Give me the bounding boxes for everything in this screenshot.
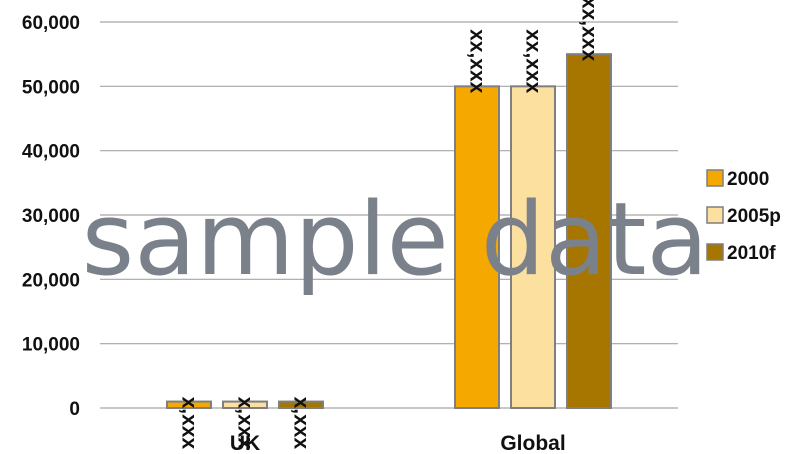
- data-label: xx,xxx: [522, 29, 545, 94]
- y-tick-label: 50,000: [22, 77, 80, 98]
- legend-label: 2010f: [727, 243, 776, 264]
- gridlines: [100, 21, 678, 409]
- bars: x,xxx x,xxx x,xxx xx,xxx xx,xxx xx,xxx: [166, 0, 612, 450]
- x-category-label: UK: [230, 432, 260, 454]
- y-tick-label: 20,000: [22, 270, 80, 291]
- y-tick-label: 0: [69, 399, 80, 420]
- bar-uk-2000: [166, 400, 212, 410]
- legend-swatch: [706, 169, 724, 187]
- legend-label: 2000: [727, 169, 769, 190]
- data-label: xx,xxx: [578, 0, 601, 61]
- legend-swatch: [706, 206, 724, 224]
- y-tick-label: 60,000: [22, 13, 80, 34]
- bar-global-2000: [454, 85, 500, 409]
- x-axis: UK Global: [230, 432, 566, 454]
- data-label: xx,xxx: [466, 29, 489, 94]
- y-tick-label: 30,000: [22, 206, 80, 227]
- legend-swatch: [706, 243, 724, 261]
- y-axis: 0 10,000 20,000 30,000 40,000 50,000 60,000: [22, 13, 80, 420]
- data-label: x,xxx: [234, 397, 257, 450]
- y-tick-label: 10,000: [22, 335, 80, 356]
- data-label: x,xxx: [178, 397, 201, 450]
- data-label: x,xxx: [290, 397, 313, 450]
- bar-global-2005p: [510, 85, 556, 409]
- bar-uk-2010f: [278, 400, 324, 410]
- bar-global-2010f: [566, 53, 612, 410]
- y-tick-label: 40,000: [22, 142, 80, 163]
- legend: 2000 2005p 2010f: [706, 169, 781, 264]
- bar-uk-2005p: [222, 400, 268, 410]
- legend-label: 2005p: [727, 206, 781, 227]
- watermark-text: sample data: [82, 180, 709, 298]
- x-category-label: Global: [500, 432, 565, 454]
